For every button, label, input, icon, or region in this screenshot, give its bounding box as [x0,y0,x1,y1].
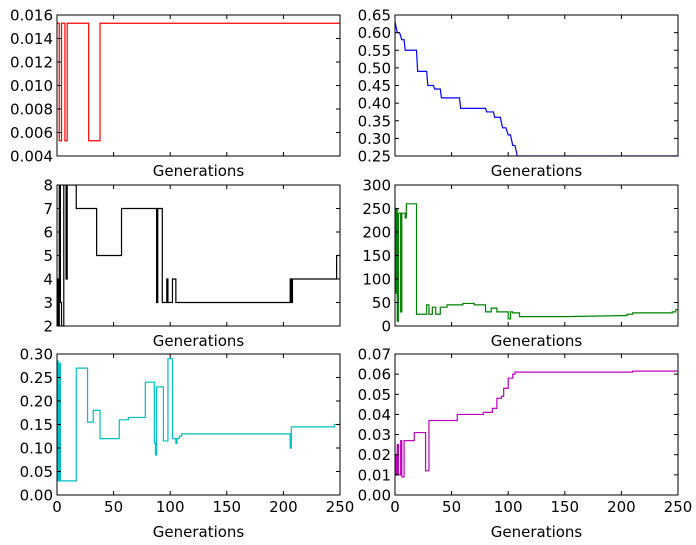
y-tick-label: 0.02 [358,446,391,464]
x-tick-label: 0 [52,498,62,516]
y-tick-label: 0.50 [358,59,391,77]
y-tick-label: 0.20 [20,393,53,411]
y-tick-label: 0.25 [20,369,53,387]
series-line-6-1 [395,370,678,478]
y-tick-label: 0.008 [10,101,53,119]
y-tick-label: 0.00 [20,487,53,505]
y-tick-label: 0.40 [358,95,391,113]
series-line-4-1 [395,203,678,322]
x-axis-label: Generations [491,523,583,541]
y-tick-label: 0.010 [10,77,53,95]
y-tick-label: 0.30 [358,130,391,148]
y-tick-label: 0.01 [358,466,391,484]
subplot-5: 0.00 0.05 0.10 0.15 0.20 0.25 0.30 0 50 100 150 200… [20,346,355,542]
x-axis-label: Generations [491,162,583,180]
series-line-3-1 [57,185,340,326]
x-tick-label: 0 [390,498,400,516]
y-tick-label: 8 [43,177,53,195]
y-tick-label: 0.006 [10,124,53,142]
y-tick-label: 4 [43,271,53,289]
plot-frame [394,353,679,496]
y-tick-label: 0.004 [10,148,53,166]
y-tick-label: 0.35 [358,112,391,130]
x-axis-label: Generations [153,162,245,180]
x-tick-label: 50 [442,498,461,516]
x-tick-label: 150 [550,498,579,516]
y-tick-label: 0.05 [358,386,391,404]
x-tick-label: 250 [664,498,693,516]
x-tick-label: 200 [269,498,298,516]
y-tick-label: 300 [362,177,391,195]
y-tick-label: 0.07 [358,346,391,364]
y-tick-label: 0.15 [20,416,53,434]
y-tick-label: 5 [43,247,53,265]
subplot-6: 0.00 0.01 0.02 0.03 0.04 0.05 0.06 0.07 0 50 100 15… [358,346,693,542]
y-tick-label: 50 [372,294,391,312]
y-tick-label: 0.06 [358,366,391,384]
x-tick-label: 50 [104,498,123,516]
y-tick-label: 3 [43,294,53,312]
subplot-4: 0 50 100 150 200 250 300 Generations [362,177,679,350]
series-line-5-1 [57,358,340,482]
x-tick-label: 200 [607,498,636,516]
y-tick-label: 250 [362,200,391,218]
y-tick-label: 0.65 [358,7,391,25]
y-tick-label: 0.45 [358,77,391,95]
x-tick-label: 100 [494,498,523,516]
y-tick-label: 7 [43,200,53,218]
plot-frame [394,184,679,327]
y-tick-label: 200 [362,224,391,242]
subplot-1: 0.004 0.006 0.008 0.010 0.012 0.014 0.016 Gener… [10,7,341,180]
y-tick-label: 0.10 [20,440,53,458]
y-tick-label: 0.016 [10,7,53,25]
y-tick-label: 0.012 [10,54,53,72]
y-tick-label: 0.04 [358,406,391,424]
y-tick-label: 0.25 [358,148,391,166]
y-tick-label: 0.30 [20,346,53,364]
y-tick-label: 6 [43,224,53,242]
y-tick-label: 0.60 [358,24,391,42]
y-tick-label: 0.55 [358,42,391,60]
plot-frame [394,14,679,157]
x-axis-label: Generations [153,332,245,350]
x-tick-label: 250 [326,498,355,516]
y-tick-label: 150 [362,247,391,265]
x-tick-label: 150 [212,498,241,516]
subplot-2: 0.250.300.350.400.450.500.550.600.65 Gene… [358,7,679,180]
y-tick-label: 0.014 [10,30,53,48]
y-tick-label: 0.00 [358,487,391,505]
y-tick-label: 0 [381,318,391,336]
y-tick-label: 100 [362,271,391,289]
subplot-3: 2 3 4 5 6 7 8 Generations [43,177,341,350]
series-line-2-1 [395,21,678,156]
y-tick-label: 0.03 [358,426,391,444]
series-line-1-1 [57,22,340,142]
x-axis-label: Generations [491,332,583,350]
y-tick-label: 0.05 [20,463,53,481]
x-tick-label: 100 [156,498,185,516]
x-axis-label: Generations [153,523,245,541]
y-tick-label: 2 [43,318,53,336]
